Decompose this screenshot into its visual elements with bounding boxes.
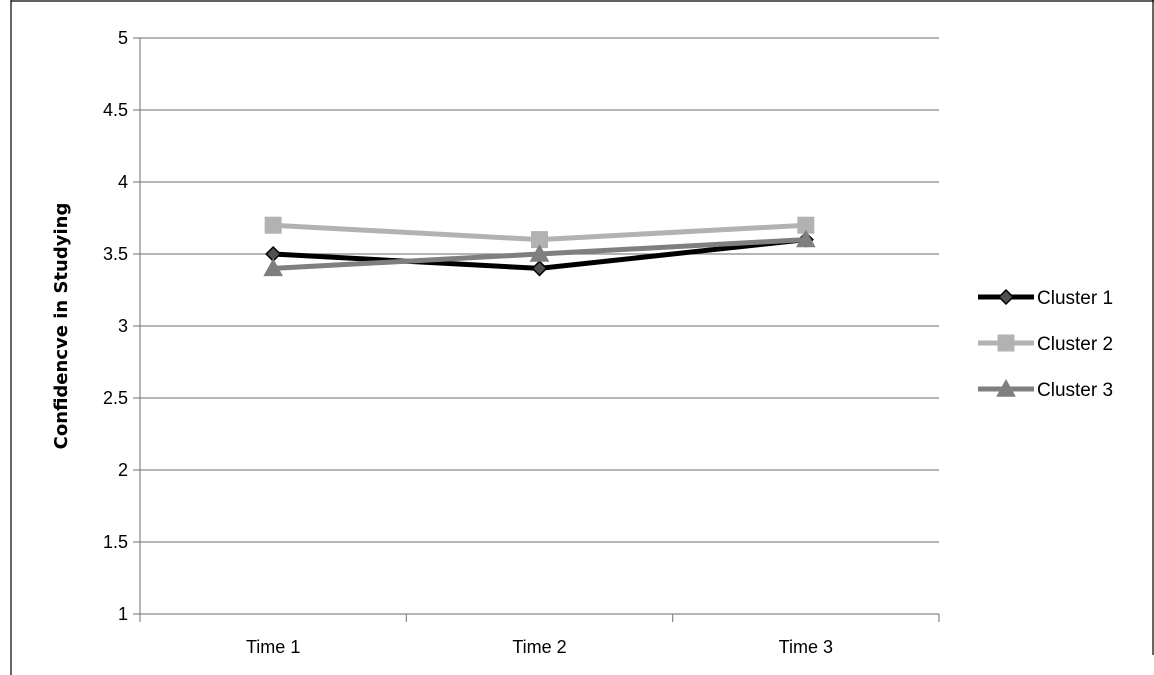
x-tick-label: Time 1 — [246, 637, 300, 657]
legend-label: Cluster 3 — [1037, 380, 1113, 401]
legend-marker — [997, 334, 1015, 352]
legend-marker — [996, 378, 1016, 397]
legend-entry: Cluster 3 — [978, 378, 1113, 401]
y-tick-label: 2.5 — [103, 388, 128, 408]
legend-marker — [997, 288, 1015, 306]
data-point — [795, 229, 816, 248]
y-tick-labels: 1 1.5 2 2.5 3 3.5 4 4.5 5 — [103, 28, 128, 624]
data-point — [264, 216, 282, 234]
legend-label: Cluster 2 — [1037, 334, 1113, 355]
x-tick-label: Time 3 — [779, 637, 833, 657]
legend-label: Cluster 1 — [1037, 288, 1113, 309]
gridlines — [140, 37, 939, 543]
series-cluster-3 — [263, 229, 816, 277]
data-point — [529, 243, 550, 262]
y-tick-label: 5 — [118, 28, 128, 48]
y-tick-label: 4.5 — [103, 100, 128, 120]
legend-entry: Cluster 1 — [978, 288, 1113, 309]
y-tick-label: 4 — [118, 172, 128, 192]
legend-entry: Cluster 2 — [978, 334, 1113, 355]
y-axis-title: Confidencve in Studying — [51, 203, 72, 450]
axes — [133, 37, 940, 622]
data-point — [263, 258, 284, 277]
y-tick-label: 3 — [118, 316, 128, 336]
series-layer — [263, 216, 816, 277]
x-tick-label: Time 2 — [512, 637, 566, 657]
data-point — [531, 260, 548, 277]
x-tick-labels: Time 1 Time 2 Time 3 — [246, 637, 833, 657]
y-tick-label: 1 — [118, 604, 128, 624]
y-tick-label: 2 — [118, 460, 128, 480]
y-tick-label: 1.5 — [103, 532, 128, 552]
y-tick-label: 3.5 — [103, 244, 128, 264]
legend: Cluster 1 Cluster 2 Cluster 3 — [978, 288, 1113, 401]
